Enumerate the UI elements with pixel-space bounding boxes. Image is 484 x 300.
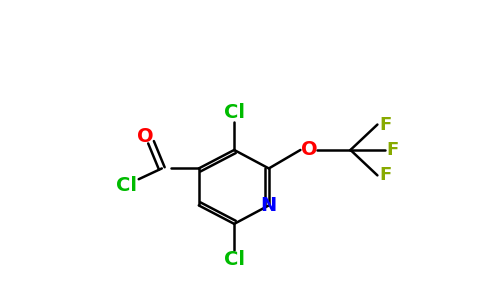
Text: F: F	[379, 167, 391, 184]
Text: F: F	[379, 116, 391, 134]
Text: O: O	[302, 140, 318, 160]
Text: Cl: Cl	[224, 250, 245, 269]
Text: O: O	[136, 127, 153, 146]
Text: Cl: Cl	[224, 103, 245, 122]
Text: Cl: Cl	[116, 176, 137, 195]
Text: F: F	[387, 141, 399, 159]
Text: N: N	[261, 196, 277, 215]
